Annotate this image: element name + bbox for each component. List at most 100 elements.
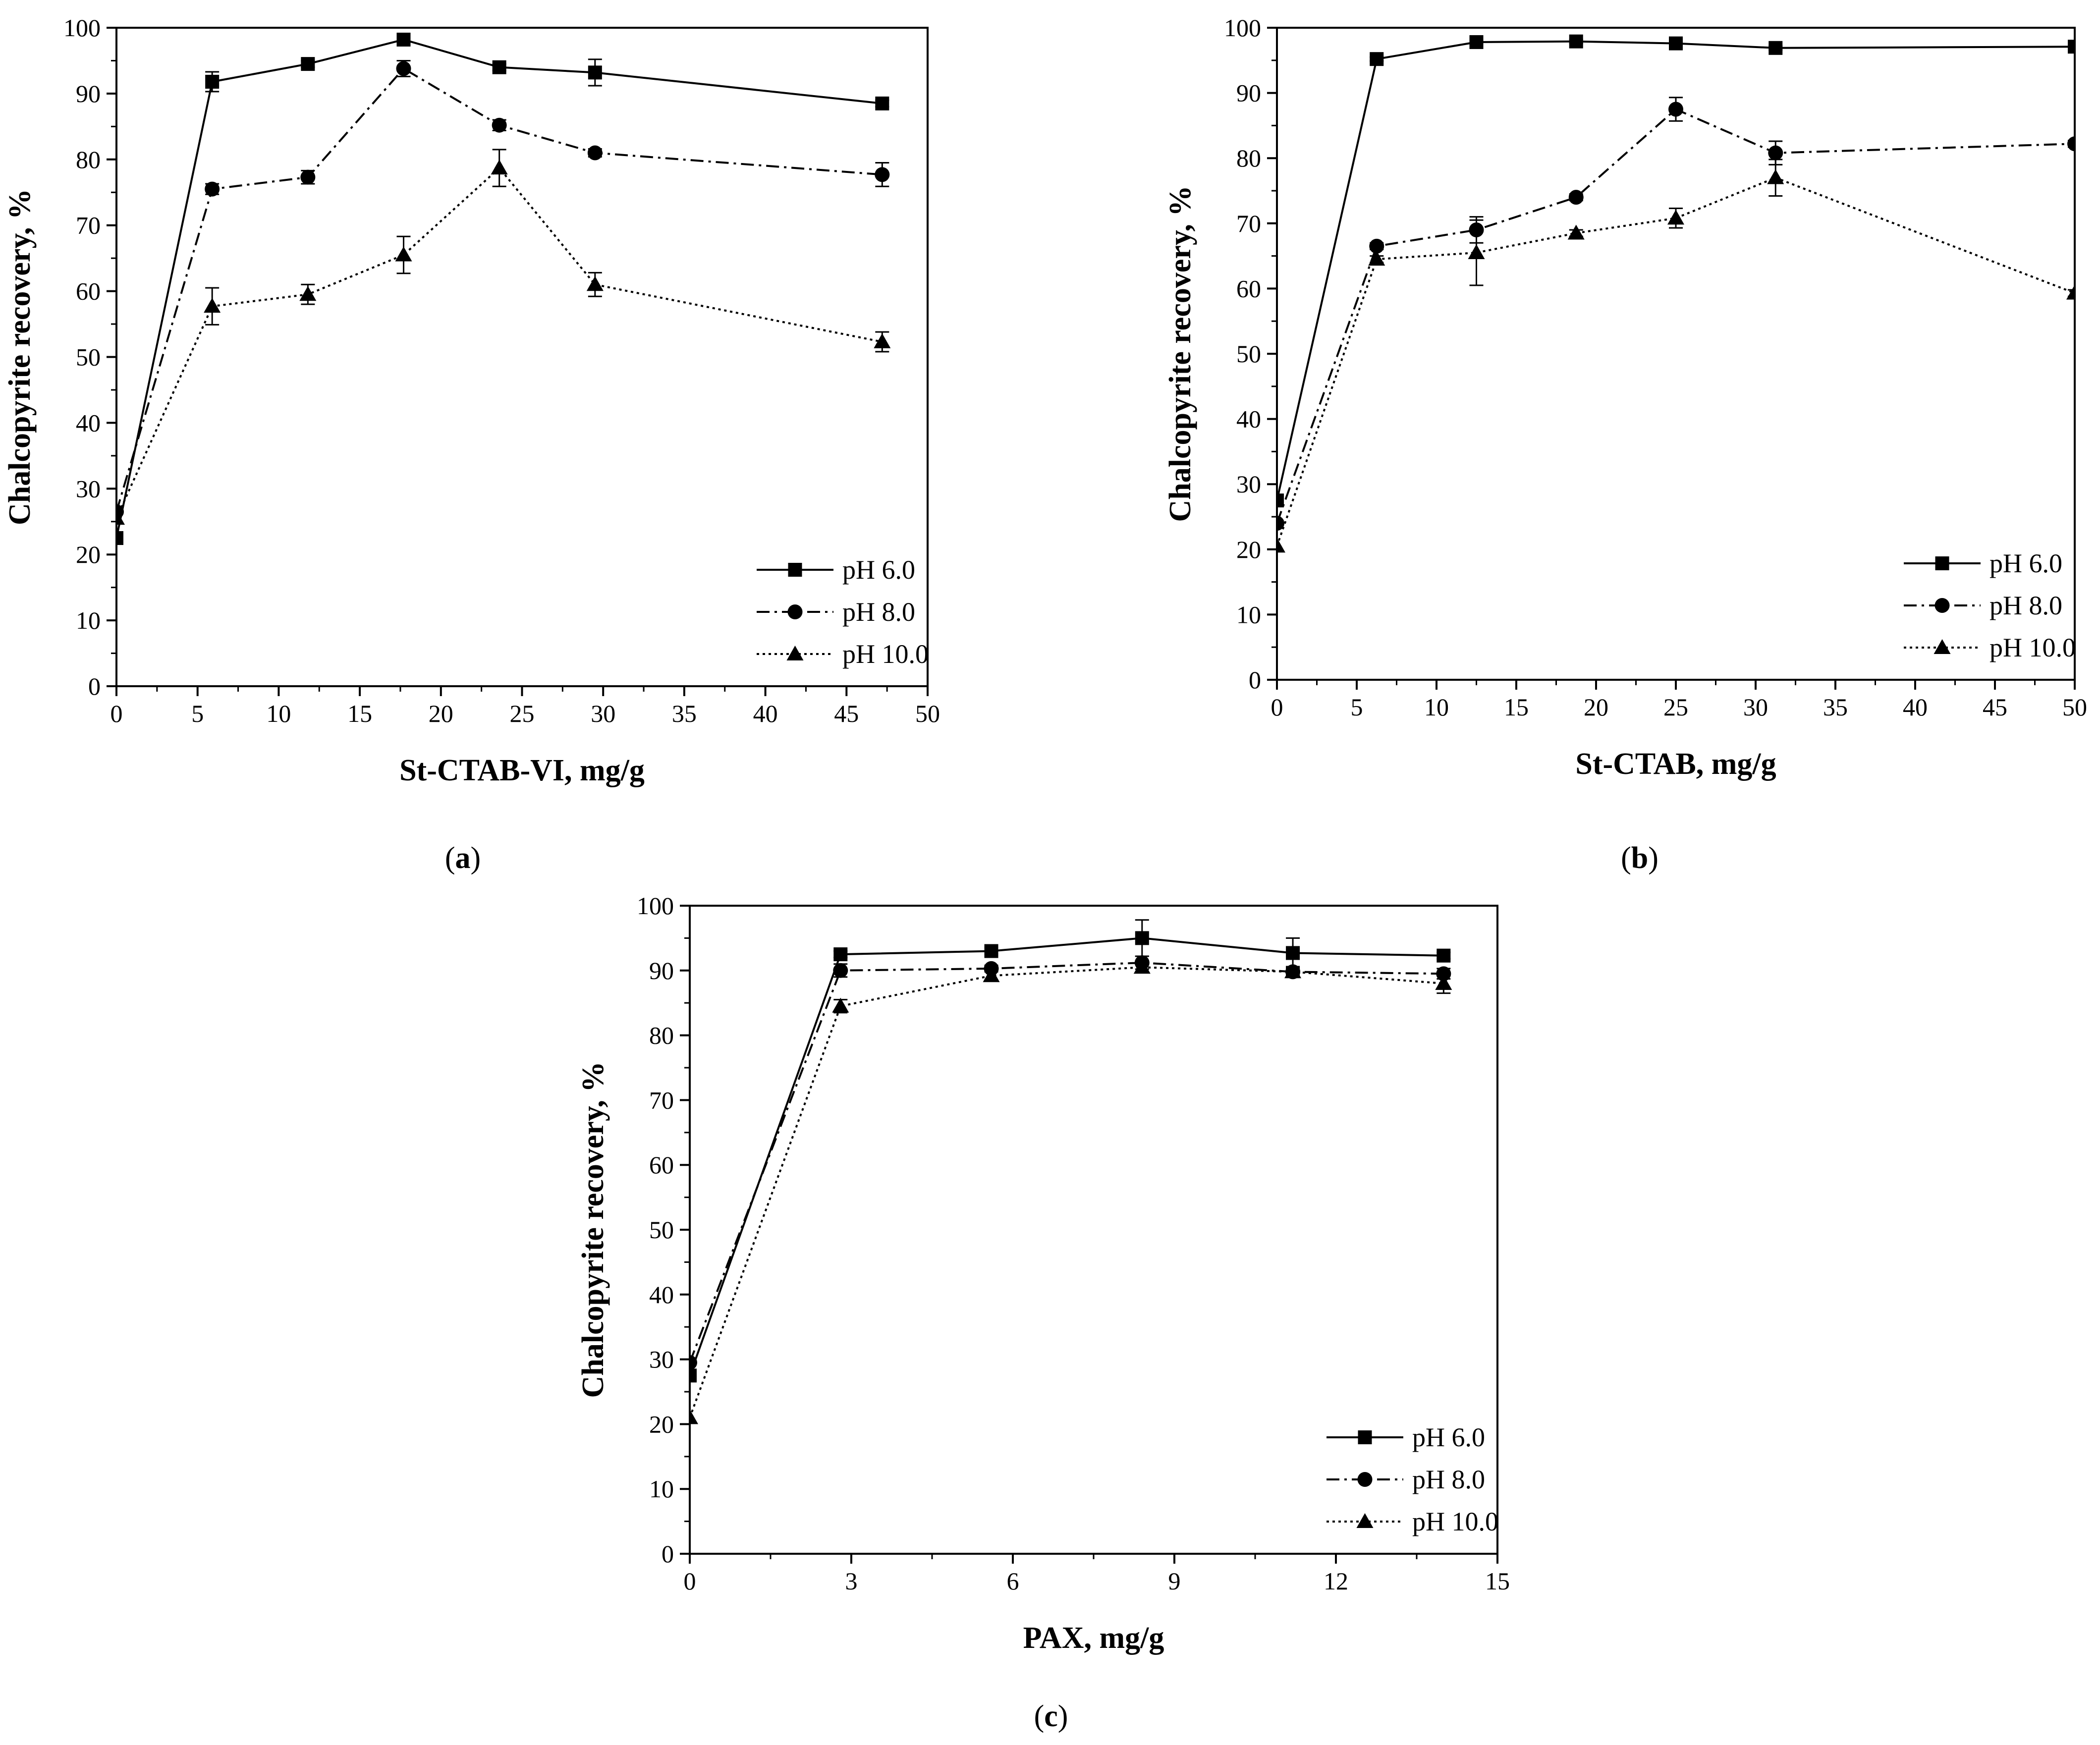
legend-label: pH 8.0 — [842, 597, 915, 627]
chart-panel-a: 0 5 10 15 20 25 30 35 40 45 50 0 10 20 30 40 50 60 70 80 90 1… — [3, 14, 940, 875]
y-tick-label: 20 — [1236, 536, 1261, 563]
x-tick-label: 40 — [753, 700, 778, 727]
legend-label: pH 10.0 — [1989, 633, 2076, 662]
y-tick-label: 30 — [1236, 470, 1261, 498]
data-point — [1369, 238, 1384, 254]
data-point — [874, 333, 891, 348]
y-tick-label: 40 — [1236, 405, 1261, 433]
y-tick-label: 70 — [649, 1086, 674, 1114]
x-tick-label: 15 — [1504, 693, 1529, 721]
y-tick-label: 80 — [649, 1022, 674, 1049]
data-point — [690, 1409, 698, 1424]
legend-marker — [1358, 1430, 1372, 1444]
y-tick-label: 50 — [76, 343, 101, 371]
x-tick-label: 3 — [845, 1567, 858, 1595]
y-tick-label: 100 — [637, 892, 674, 920]
legend-marker — [1934, 598, 1950, 613]
data-point — [1669, 36, 1683, 51]
data-point — [588, 65, 602, 80]
x-tick-label: 45 — [834, 700, 859, 727]
plot-frame — [115, 27, 929, 687]
series-circle — [1277, 97, 2075, 531]
data-point — [983, 967, 1000, 982]
y-tick-label: 70 — [76, 212, 101, 239]
data-point — [1277, 538, 1285, 553]
x-tick-label: 5 — [1351, 693, 1363, 721]
x-axis-title: PAX, mg/g — [1023, 1621, 1164, 1655]
y-tick-label: 10 — [76, 606, 101, 634]
y-tick-label: 80 — [1236, 144, 1261, 172]
series-circle — [116, 59, 890, 519]
y-tick-label: 100 — [63, 14, 101, 42]
data-point — [690, 1355, 697, 1370]
plot-frame — [689, 905, 1498, 1555]
data-point — [116, 531, 123, 545]
chart-panel-b: 0 5 10 15 20 25 30 35 40 45 50 0 10 20 30 40 50 60 70 80 90 1… — [1163, 14, 2087, 875]
data-point — [690, 1368, 697, 1383]
x-tick-label: 30 — [591, 700, 615, 727]
data-point — [1437, 948, 1451, 963]
legend-label: pH 6.0 — [842, 555, 915, 585]
data-point — [1668, 102, 1683, 117]
y-tick-label: 40 — [649, 1281, 674, 1309]
data-point — [2066, 284, 2075, 300]
series-triangle — [1277, 159, 2075, 553]
data-point — [1569, 34, 1583, 49]
y-tick-label: 90 — [76, 80, 101, 108]
y-tick-label: 20 — [649, 1410, 674, 1438]
y-tick-label: 50 — [649, 1216, 674, 1244]
y-tick-label: 90 — [1236, 79, 1261, 107]
data-point — [586, 276, 604, 291]
series-line — [690, 937, 1444, 1376]
data-point — [396, 32, 411, 47]
x-tick-label: 20 — [429, 700, 453, 727]
series-triangle — [116, 149, 891, 525]
series-line — [1277, 176, 2075, 546]
data-point — [1286, 946, 1300, 960]
x-tick-label: 10 — [1424, 693, 1449, 721]
y-axis-title: Chalcopyrite recovery, % — [3, 189, 37, 525]
data-point — [204, 298, 221, 313]
legend-label: pH 8.0 — [1989, 591, 2062, 620]
y-tick-label: 0 — [662, 1540, 674, 1568]
legend-marker — [787, 604, 803, 619]
data-point — [833, 947, 848, 962]
legend-marker — [1357, 1472, 1373, 1487]
data-point — [300, 169, 316, 185]
data-point — [1567, 224, 1585, 240]
x-tick-label: 25 — [1663, 693, 1688, 721]
y-tick-label: 10 — [649, 1475, 674, 1503]
data-point — [984, 944, 998, 958]
x-tick-label: 15 — [1485, 1567, 1510, 1595]
chart-panel-c: 0 3 6 9 12 15 0 10 20 30 40 50 60 70 80 90 100 PAX, mg/g C… — [576, 892, 1510, 1733]
x-tick-label: 30 — [1743, 693, 1768, 721]
data-point — [1135, 931, 1149, 945]
y-tick-label: 70 — [1236, 210, 1261, 237]
data-point — [1768, 145, 1783, 161]
legend-label: pH 10.0 — [842, 639, 929, 669]
x-tick-label: 0 — [1271, 693, 1283, 721]
panel-caption: (a) — [445, 841, 481, 875]
x-tick-label: 0 — [111, 700, 123, 727]
series-square — [1277, 34, 2075, 508]
legend-marker — [1356, 1513, 1374, 1528]
legend-label: pH 6.0 — [1989, 548, 2062, 578]
panel-caption-letter: a — [455, 841, 471, 875]
series-line — [1277, 108, 2075, 524]
data-point — [492, 60, 506, 74]
panel-caption: (b) — [1621, 841, 1658, 875]
data-point — [205, 181, 220, 197]
plot-frame — [1276, 27, 2076, 681]
data-point — [875, 167, 890, 182]
data-point — [2067, 136, 2075, 152]
y-tick-label: 60 — [1236, 274, 1261, 302]
y-tick-label: 0 — [88, 672, 101, 700]
data-point — [1767, 169, 1784, 184]
x-tick-label: 50 — [2062, 693, 2087, 721]
data-point — [1435, 975, 1452, 990]
legend-marker — [1934, 639, 1951, 654]
series-square — [116, 32, 889, 545]
data-point — [396, 61, 411, 76]
data-point — [1469, 35, 1484, 49]
